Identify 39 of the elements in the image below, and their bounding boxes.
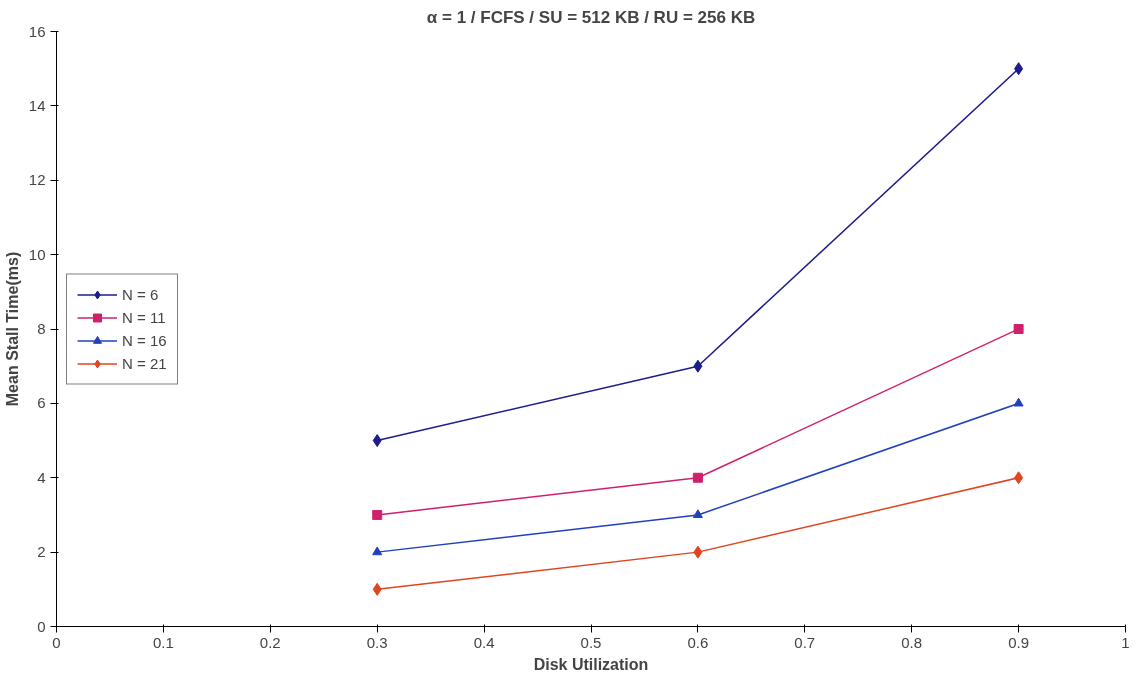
x-tick-label: 0.9 <box>1008 633 1030 651</box>
x-tick-label: 0.5 <box>580 633 602 651</box>
y-tick-label: 8 <box>37 320 46 337</box>
legend-label: N = 21 <box>122 354 167 372</box>
legend-label: N = 16 <box>122 331 167 349</box>
point <box>372 509 383 520</box>
y-tick-label: 6 <box>37 394 46 412</box>
x-tick-label: 0.3 <box>366 633 388 651</box>
y-axis-title: Mean Stall Time(ms) <box>3 251 21 407</box>
x-tick-label: 0.8 <box>901 633 923 651</box>
x-tick-label: 0.6 <box>687 633 709 651</box>
x-tick-label: 0.4 <box>473 633 495 651</box>
point <box>372 434 382 448</box>
x-tick-label: 0 <box>52 633 61 651</box>
x-tick-label: 0.1 <box>152 633 174 651</box>
point <box>1013 397 1024 407</box>
y-tick-label: 12 <box>28 171 46 189</box>
point <box>1013 324 1024 334</box>
x-tick-label: 0.7 <box>794 633 816 651</box>
point <box>1014 471 1024 485</box>
point <box>1014 62 1024 76</box>
x-axis-title: Disk Utilization <box>533 655 649 673</box>
x-tick-label: 1 <box>1121 633 1130 651</box>
y-tick-label: 2 <box>37 543 46 561</box>
point <box>693 545 703 559</box>
y-tick-label: 16 <box>28 22 46 40</box>
x-tick-label: 0.2 <box>259 633 281 651</box>
chart-title: α = 1 / FCFS / SU = 512 KB / RU = 256 KB <box>426 7 756 27</box>
point <box>372 546 383 556</box>
point <box>692 472 703 483</box>
point <box>692 509 703 519</box>
legend-label: N = 11 <box>122 308 166 326</box>
point <box>693 359 703 373</box>
y-tick-label: 14 <box>28 96 46 114</box>
y-tick-label: 0 <box>37 617 46 635</box>
y-tick-label: 4 <box>37 468 46 486</box>
legend-label: N = 6 <box>122 285 159 303</box>
y-tick-label: 10 <box>28 245 46 263</box>
point <box>372 582 382 596</box>
